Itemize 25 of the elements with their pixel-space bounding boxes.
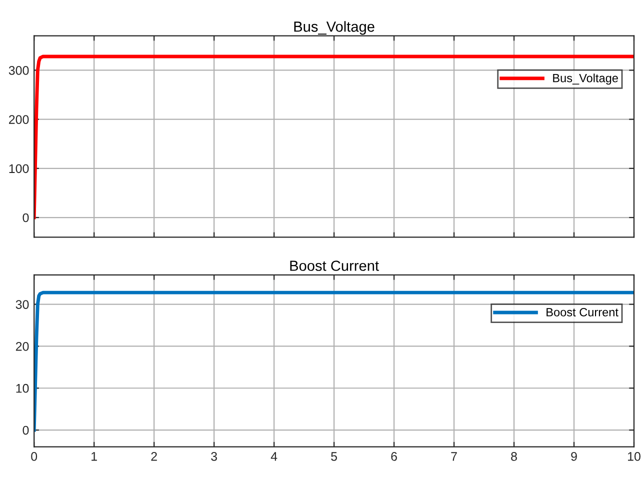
line-series — [34, 290, 634, 432]
chart-title: Bus_Voltage — [294, 21, 374, 35]
y-tick-label: 200 — [8, 115, 29, 124]
y-tick-label: 300 — [8, 66, 29, 75]
y-tick-label: 0 — [22, 426, 29, 435]
x-tick-label: 1 — [92, 452, 97, 461]
chart-title: Boost Current — [290, 260, 379, 271]
x-tick-label: 6 — [391, 452, 397, 461]
legend-label: Boost Current — [546, 308, 618, 316]
y-tick-label: 0 — [22, 213, 29, 222]
legend-label: Bus_Voltage — [553, 74, 618, 85]
line-series — [34, 54, 634, 220]
y-tick-label: 100 — [9, 164, 29, 174]
x-tick-label: 2 — [151, 452, 157, 461]
x-tick-label: 0 — [31, 452, 38, 461]
y-tick-label: 20 — [16, 342, 29, 351]
x-tick-label: 3 — [211, 452, 217, 461]
y-tick-label: 30 — [16, 300, 29, 309]
x-tick-label: 5 — [331, 452, 337, 461]
x-tick-label: 10 — [628, 452, 640, 461]
y-tick-label: 10 — [16, 384, 29, 393]
x-tick-label: 9 — [571, 452, 577, 461]
x-tick-label: 4 — [270, 452, 278, 461]
x-tick-label: 7 — [451, 452, 457, 461]
x-tick-label: 8 — [511, 452, 517, 461]
